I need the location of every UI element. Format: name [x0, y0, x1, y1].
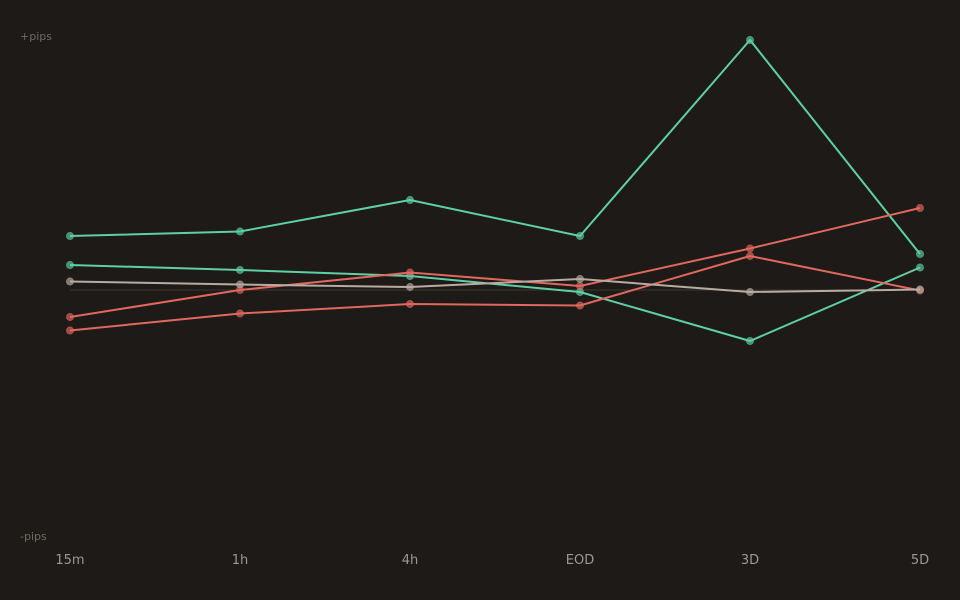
series-line [69, 207, 921, 318]
series-line [69, 264, 921, 342]
data-point[interactable] [575, 301, 585, 310]
series-3 [65, 203, 925, 322]
data-point[interactable] [915, 285, 925, 294]
x-tick-label: 3D [741, 553, 759, 568]
data-point[interactable] [65, 231, 75, 241]
data-point[interactable] [405, 299, 415, 309]
y-axis-bottom-label: -pips [20, 530, 47, 543]
data-point[interactable] [405, 268, 415, 277]
x-tick-label: 4h [402, 553, 419, 568]
series-line [69, 278, 921, 293]
data-point[interactable] [575, 274, 585, 284]
data-point[interactable] [575, 281, 585, 291]
data-point[interactable] [235, 227, 245, 236]
series-1 [65, 35, 925, 259]
x-tick-label: 15m [55, 553, 84, 568]
series-layer [65, 35, 925, 346]
data-point[interactable] [745, 336, 755, 346]
series-line [69, 255, 921, 332]
data-point[interactable] [745, 251, 755, 261]
data-point[interactable] [65, 277, 75, 286]
data-point[interactable] [65, 260, 75, 270]
data-point[interactable] [235, 309, 245, 318]
data-point[interactable] [745, 287, 755, 297]
series-4 [65, 251, 925, 335]
data-point[interactable] [915, 249, 925, 259]
data-point[interactable] [235, 265, 245, 275]
data-point[interactable] [575, 231, 585, 241]
data-point[interactable] [915, 263, 925, 272]
data-point[interactable] [65, 312, 75, 322]
x-tick-label: 1h [232, 553, 249, 568]
series-line [69, 39, 921, 255]
x-tick-label: EOD [566, 553, 594, 568]
data-point[interactable] [65, 326, 75, 335]
x-tick-label: 5D [911, 553, 929, 568]
y-axis-top-label: +pips [20, 30, 52, 43]
data-point[interactable] [915, 203, 925, 213]
data-point[interactable] [235, 280, 245, 289]
data-point[interactable] [745, 244, 755, 253]
series-2 [65, 260, 925, 346]
data-point[interactable] [405, 195, 415, 205]
x-axis-ticks: 15m 1h 4h EOD 3D 5D [55, 553, 929, 568]
series-5 [65, 274, 925, 297]
data-point[interactable] [405, 282, 415, 292]
data-point[interactable] [745, 35, 755, 45]
